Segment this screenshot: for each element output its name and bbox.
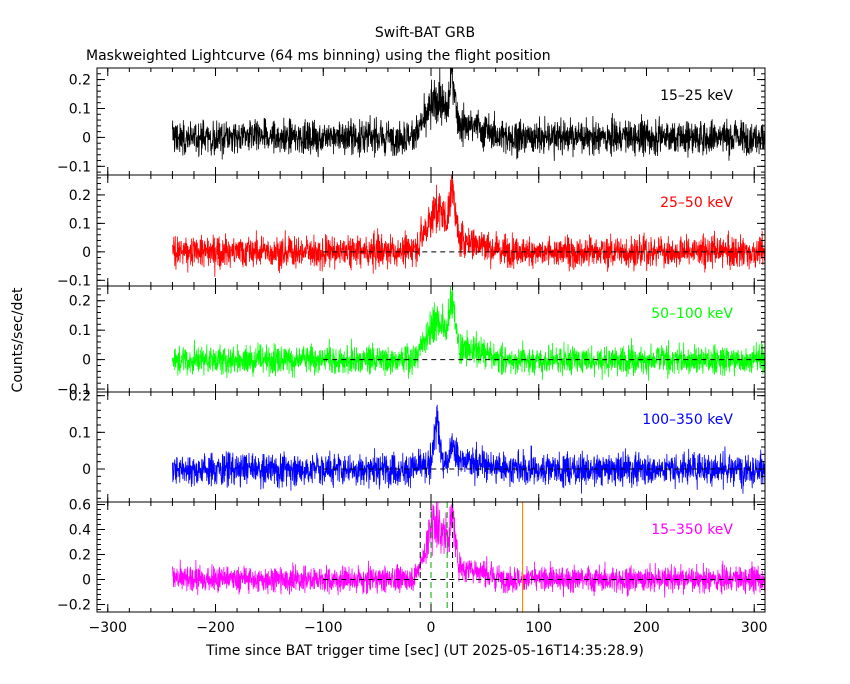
x-tick-label: −300: [89, 620, 127, 636]
y-tick-label: 0: [82, 245, 91, 261]
chart-title: Swift-BAT GRB: [375, 25, 475, 41]
x-axis-label: Time since BAT trigger time [sec] (UT 20…: [205, 643, 644, 659]
y-tick-label: 0: [82, 573, 91, 589]
y-tick-label: 0.4: [69, 523, 91, 539]
chart-subtitle: Maskweighted Lightcurve (64 ms binning) …: [86, 48, 551, 64]
band-label: 15–350 keV: [651, 522, 733, 538]
series-line-0: [172, 68, 765, 161]
y-tick-label: 0.6: [69, 498, 91, 514]
y-axis-label: Counts/sec/det: [10, 287, 26, 392]
band-label: 100–350 keV: [642, 412, 733, 428]
y-tick-label: 0.1: [69, 216, 91, 232]
y-tick-label: 0: [82, 462, 91, 478]
x-tick-label: −200: [196, 620, 234, 636]
y-tick-label: 0.2: [69, 73, 91, 89]
panel-frame: [96, 391, 766, 503]
panels-group: −0.1 0 0.1 0.2 15–25 keV −0.1 0 0.1 0.2 25–50 keV…: [57, 67, 768, 636]
y-tick-label: 0: [82, 130, 91, 146]
band-label: 15–25 keV: [660, 88, 733, 104]
x-tick-label: −100: [304, 620, 342, 636]
y-tick-label: −0.1: [57, 273, 91, 289]
x-tick-label: 0: [427, 620, 436, 636]
y-tick-label: 0.2: [69, 294, 91, 310]
y-tick-label: 0.2: [69, 389, 91, 405]
y-tick-label: −0.1: [57, 382, 91, 398]
x-tick-label: 200: [633, 620, 660, 636]
band-label: 50–100 keV: [651, 306, 733, 322]
band-label: 25–50 keV: [660, 195, 733, 211]
y-tick-label: 0.1: [69, 425, 91, 441]
series-line-1: [172, 175, 765, 277]
y-tick-label: 0.2: [69, 548, 91, 564]
y-tick-label: −0.2: [57, 598, 91, 614]
series-line-2: [172, 286, 765, 381]
x-tick-label: 300: [741, 620, 768, 636]
x-tick-label: 100: [525, 620, 552, 636]
series-line-3: [172, 404, 765, 494]
y-tick-label: 0.1: [69, 101, 91, 117]
panel-frame: [96, 285, 766, 393]
y-tick-label: −0.1: [57, 159, 91, 175]
series-line-4: [172, 502, 765, 598]
y-tick-label: 0.1: [69, 323, 91, 339]
y-tick-label: 0: [82, 353, 91, 369]
y-tick-label: 0.2: [69, 188, 91, 204]
